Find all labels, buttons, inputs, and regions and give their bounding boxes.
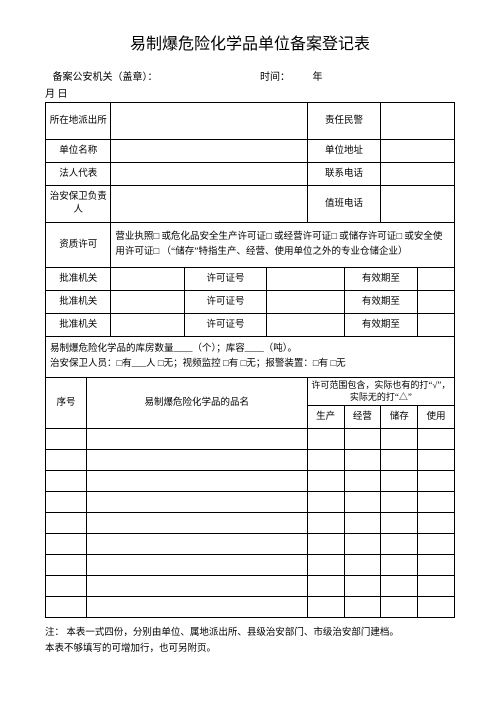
label-seq: 序号 bbox=[46, 378, 87, 429]
cell-permit-no-3 bbox=[266, 314, 344, 337]
label-prod: 生产 bbox=[307, 406, 344, 429]
cell-valid-until-3 bbox=[418, 314, 455, 337]
label-contact-phone: 联系电话 bbox=[307, 163, 381, 186]
table-row bbox=[46, 450, 455, 471]
cell-permit-no-1 bbox=[266, 268, 344, 291]
label-scope-header: 许可范围包含，实际也有的打“√”，实际无的打“△” bbox=[307, 378, 454, 406]
year-suffix: 年 bbox=[313, 72, 323, 83]
table-row bbox=[46, 555, 455, 576]
cell-valid-until-2 bbox=[418, 291, 455, 314]
time-label: 时间： bbox=[260, 72, 290, 83]
header-line-2: 月 日 bbox=[45, 85, 455, 100]
footnote: 注： 本表一式四份，分别由单位、属地派出所、县级治安部门、市级治安部门建档。 本… bbox=[45, 626, 455, 656]
cell-legal-rep bbox=[111, 163, 307, 186]
page-title: 易制爆危险化学品单位备案登记表 bbox=[45, 30, 455, 54]
label-product-name: 易制爆危险化学品的品名 bbox=[86, 378, 307, 429]
label-approve-agency-3: 批准机关 bbox=[46, 314, 111, 337]
label-approve-agency-1: 批准机关 bbox=[46, 268, 111, 291]
label-legal-rep: 法人代表 bbox=[46, 163, 111, 186]
cell-unit-name bbox=[111, 140, 307, 163]
label-unit-addr: 单位地址 bbox=[307, 140, 381, 163]
label-approve-agency-2: 批准机关 bbox=[46, 291, 111, 314]
table-row bbox=[46, 513, 455, 534]
label-permit-no-2: 许可证号 bbox=[185, 291, 267, 314]
cell-duty-phone bbox=[381, 186, 455, 223]
label-valid-until-3: 有效期至 bbox=[344, 314, 418, 337]
cell-contact-phone bbox=[381, 163, 455, 186]
cell-approve-agency-3 bbox=[111, 314, 185, 337]
label-security-head: 治安保卫负责人 bbox=[46, 186, 111, 223]
label-store: 储存 bbox=[381, 406, 418, 429]
cell-security-head bbox=[111, 186, 307, 223]
table-row bbox=[46, 534, 455, 555]
cell-free-text: 易制爆危险化学品的库房数量____（个）；库容____（吨）。 治安保卫人员：□… bbox=[46, 337, 455, 378]
main-table: 所在地派出所 责任民警 单位名称 单位地址 法人代表 联系电话 治安保卫负责人 … bbox=[45, 102, 455, 618]
label-permit-no-1: 许可证号 bbox=[185, 268, 267, 291]
label-use: 使用 bbox=[418, 406, 455, 429]
cell-approve-agency-1 bbox=[111, 268, 185, 291]
cell-permit-no-2 bbox=[266, 291, 344, 314]
label-duty-phone: 值班电话 bbox=[307, 186, 381, 223]
label-valid-until-1: 有效期至 bbox=[344, 268, 418, 291]
label-local-station: 所在地派出所 bbox=[46, 103, 111, 140]
agency-label: 备案公安机关（盖章）： bbox=[53, 72, 158, 83]
cell-approve-agency-2 bbox=[111, 291, 185, 314]
label-officer: 责任民警 bbox=[307, 103, 381, 140]
cell-local-station bbox=[111, 103, 307, 140]
cell-qualification-text: 营业执照□ 或危化品安全生产许可证□ 或经营许可证□ 或储存许可证□ 或安全使用… bbox=[111, 223, 455, 268]
table-row bbox=[46, 576, 455, 597]
label-qualification: 资质许可 bbox=[46, 223, 111, 268]
cell-unit-addr bbox=[381, 140, 455, 163]
table-row bbox=[46, 429, 455, 450]
cell-officer bbox=[381, 103, 455, 140]
table-row bbox=[46, 597, 455, 618]
table-row bbox=[46, 492, 455, 513]
label-biz: 经营 bbox=[344, 406, 381, 429]
table-row bbox=[46, 471, 455, 492]
header-line-1: 备案公安机关（盖章）： 时间： 年 bbox=[45, 68, 455, 83]
label-unit-name: 单位名称 bbox=[46, 140, 111, 163]
label-permit-no-3: 许可证号 bbox=[185, 314, 267, 337]
cell-valid-until-1 bbox=[418, 268, 455, 291]
label-valid-until-2: 有效期至 bbox=[344, 291, 418, 314]
